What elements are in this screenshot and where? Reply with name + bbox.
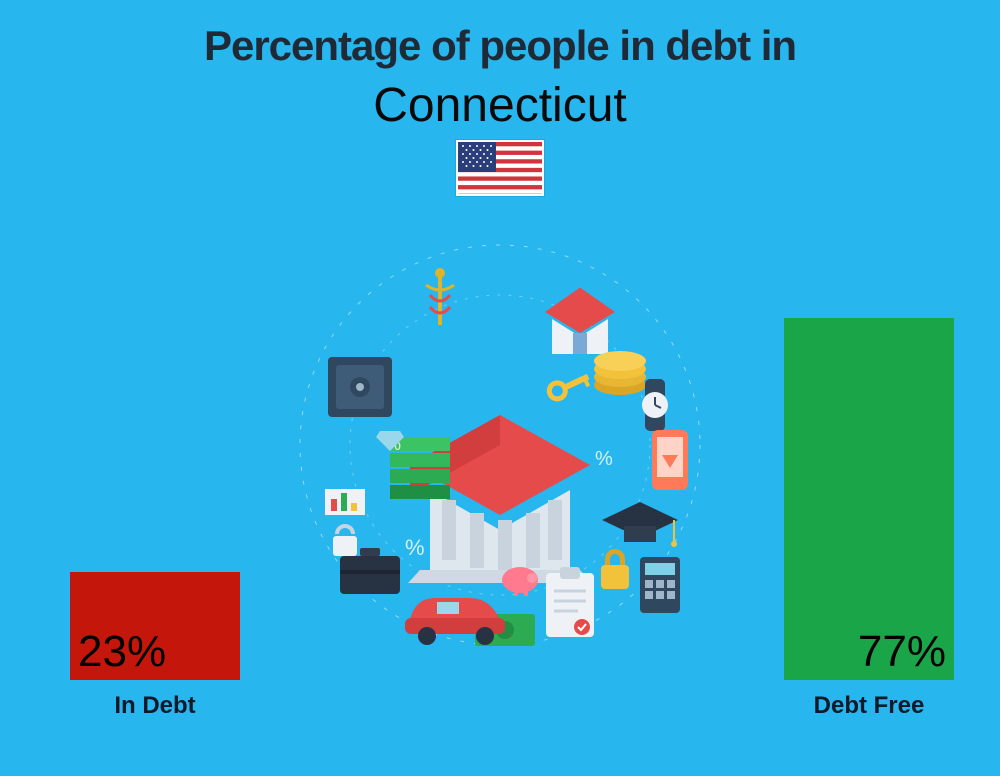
smartphone-icon (652, 430, 688, 490)
bar-debt-free-label: Debt Free (814, 692, 925, 720)
piggy-bank-icon (502, 567, 538, 596)
coins-icon (594, 351, 646, 395)
house-icon (545, 288, 615, 355)
key-icon (547, 369, 592, 402)
bar-in-debt: 23% In Debt (70, 572, 240, 720)
bar-debt-free-rect: 77% (784, 318, 954, 680)
percent-icon: % (405, 535, 425, 560)
finance-illustration: % % % (290, 235, 710, 655)
page-subtitle: Connecticut (0, 78, 1000, 133)
car-icon (405, 598, 505, 645)
us-flag-icon (456, 140, 544, 196)
page-title: Percentage of people in debt in (0, 22, 1000, 70)
caduceus-icon (426, 268, 454, 325)
bar-in-debt-value: 23% (78, 630, 166, 674)
infographic-canvas: Percentage of people in debt in Connecti… (0, 0, 1000, 776)
open-padlock-icon (333, 526, 357, 556)
percent-icon: % (595, 448, 613, 470)
bar-debt-free-value: 77% (858, 630, 946, 674)
bar-in-debt-rect: 23% (70, 572, 240, 680)
calculator-icon (640, 557, 680, 613)
padlock-icon (601, 549, 629, 589)
watch-icon (642, 379, 668, 431)
bar-debt-free: 77% Debt Free (784, 318, 954, 720)
graduation-cap-icon (602, 502, 678, 547)
bar-chart-icon (325, 489, 365, 515)
clipboard-icon (546, 567, 594, 637)
bar-in-debt-label: In Debt (114, 692, 195, 720)
safe-icon (328, 357, 392, 417)
